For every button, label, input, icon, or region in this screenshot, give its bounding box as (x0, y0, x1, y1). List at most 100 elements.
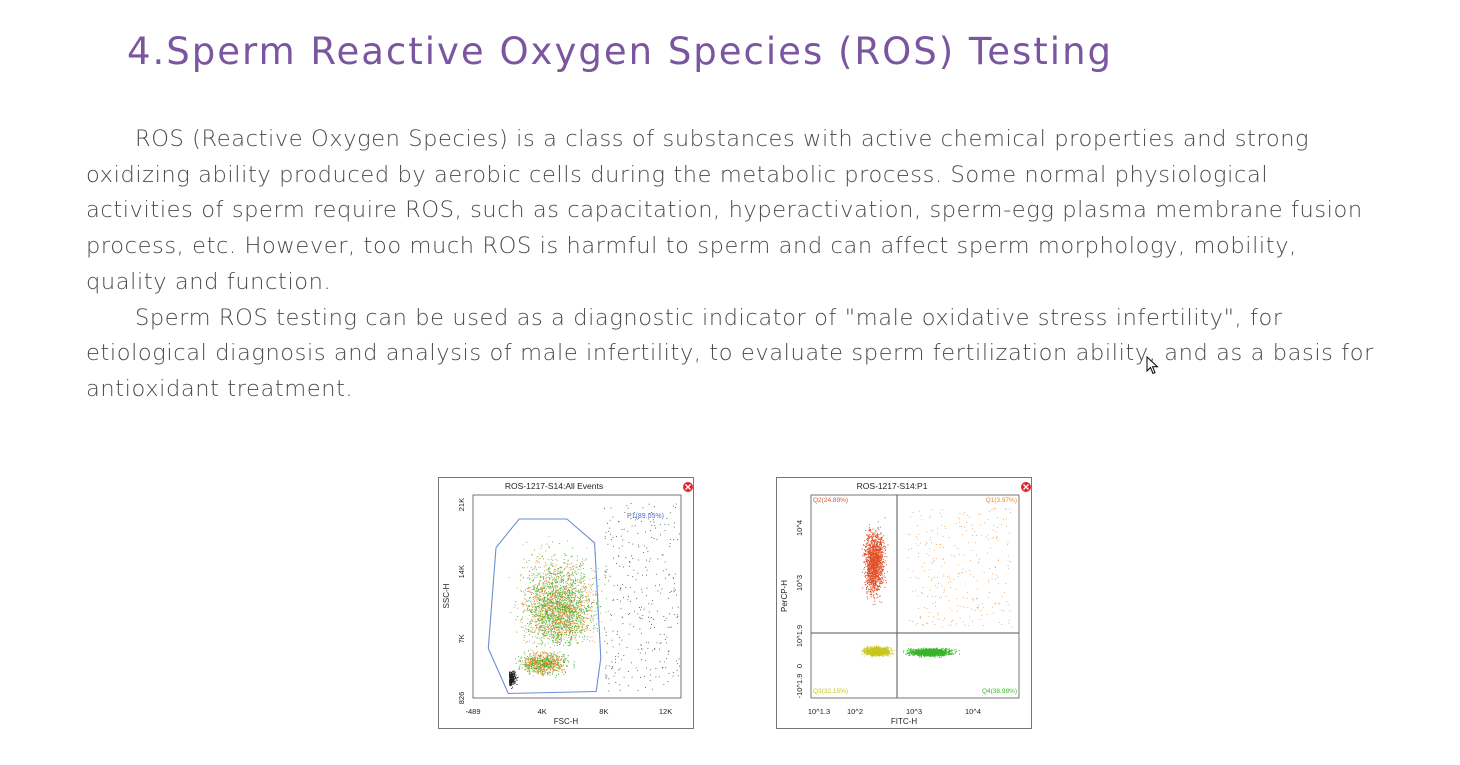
scatter-point (556, 635, 558, 636)
scatter-point (552, 609, 553, 611)
scatter-point (535, 612, 537, 614)
scatter-point (552, 669, 554, 671)
scatter-point (560, 593, 562, 595)
scatter-point (536, 662, 537, 664)
scatter-point (530, 581, 531, 583)
scatter-point (568, 624, 570, 626)
scatter-point (526, 660, 528, 662)
scatter-point (528, 658, 529, 660)
scatter-point (550, 628, 552, 630)
scatter-point (581, 611, 582, 613)
scatter-point (535, 569, 537, 571)
scatter-point (881, 581, 883, 583)
scatter-point (532, 615, 533, 617)
scatter-point (560, 667, 562, 669)
scatter-point (585, 608, 587, 609)
scatter-point (562, 586, 564, 588)
scatter-point (568, 617, 570, 619)
close-icon[interactable] (683, 482, 693, 492)
scatter-point (882, 571, 884, 573)
scatter-point (547, 638, 549, 639)
scatter-point (553, 627, 555, 629)
scatter-point (549, 660, 551, 662)
scatter-point (877, 548, 879, 550)
scatter-point (555, 627, 556, 629)
scatter-point (551, 626, 552, 627)
scatter-point (665, 568, 667, 570)
scatter-point (547, 593, 549, 595)
scatter-point (539, 628, 541, 630)
scatter-point (527, 629, 529, 630)
scatter-point (604, 538, 606, 539)
scatter-point (551, 622, 552, 624)
scatter-point (560, 659, 562, 661)
scatter-point (543, 633, 544, 634)
scatter-point (542, 651, 543, 653)
scatter-point (534, 629, 536, 631)
close-icon[interactable] (1021, 482, 1031, 492)
scatter-point (565, 658, 567, 660)
scatter-point (553, 612, 555, 614)
scatter-point (535, 667, 537, 669)
scatter-point (878, 562, 880, 564)
scatter-point (559, 619, 561, 621)
scatter-point (553, 593, 555, 595)
scatter-point (571, 596, 573, 598)
scatter-point (571, 636, 572, 637)
scatter-point (622, 539, 624, 541)
scatter-point (508, 577, 510, 579)
scatter-point (544, 661, 546, 663)
scatter-point (542, 619, 543, 621)
scatter-point (530, 603, 532, 604)
scatter-point (529, 597, 531, 599)
scatter-point (878, 538, 880, 540)
scatter-point (573, 663, 575, 665)
scatter-point (539, 666, 541, 668)
scatter-point (567, 578, 569, 580)
scatter-point (568, 623, 570, 625)
scatter-point (570, 605, 572, 607)
scatter-point (533, 596, 535, 598)
scatter-point (548, 638, 550, 639)
scatter-point (509, 683, 511, 685)
scatter-point (881, 561, 883, 563)
scatter-point (552, 585, 553, 587)
scatter-point (568, 642, 570, 644)
scatter-point (550, 562, 552, 564)
scatter-point (543, 576, 545, 578)
scatter-point (511, 673, 513, 675)
scatter-point (564, 627, 566, 629)
scatter-point (511, 688, 513, 689)
scatter-point (571, 592, 573, 594)
scatter-point (648, 503, 650, 505)
scatter-point (556, 670, 558, 671)
scatter-point (568, 609, 570, 611)
scatter-point (570, 590, 572, 592)
scatter-point (550, 591, 552, 593)
scatter-point (562, 618, 564, 620)
scatter-point (541, 660, 543, 662)
scatter-point (600, 612, 602, 614)
scatter-point (547, 616, 549, 618)
scatter-point (588, 595, 590, 597)
scatter-point (565, 581, 566, 583)
scatter-point (870, 529, 871, 531)
scatter-point (536, 657, 538, 659)
scatter-point (568, 573, 570, 575)
scatter-point (547, 614, 548, 615)
scatter-point (534, 611, 535, 613)
scatter-point (530, 630, 532, 632)
scatter-point (568, 590, 570, 592)
plot-frame (810, 494, 1020, 699)
scatter-point (874, 544, 876, 545)
scatter-point (635, 519, 637, 521)
scatter-point (546, 597, 548, 599)
scatter-point (868, 538, 870, 540)
scatter-point (876, 556, 878, 558)
scatter-point (537, 672, 539, 674)
scatter-point (875, 584, 877, 586)
scatter-point (534, 594, 536, 596)
scatter-point (873, 533, 875, 535)
scatter-point (581, 588, 583, 590)
scatter-point (571, 601, 573, 602)
